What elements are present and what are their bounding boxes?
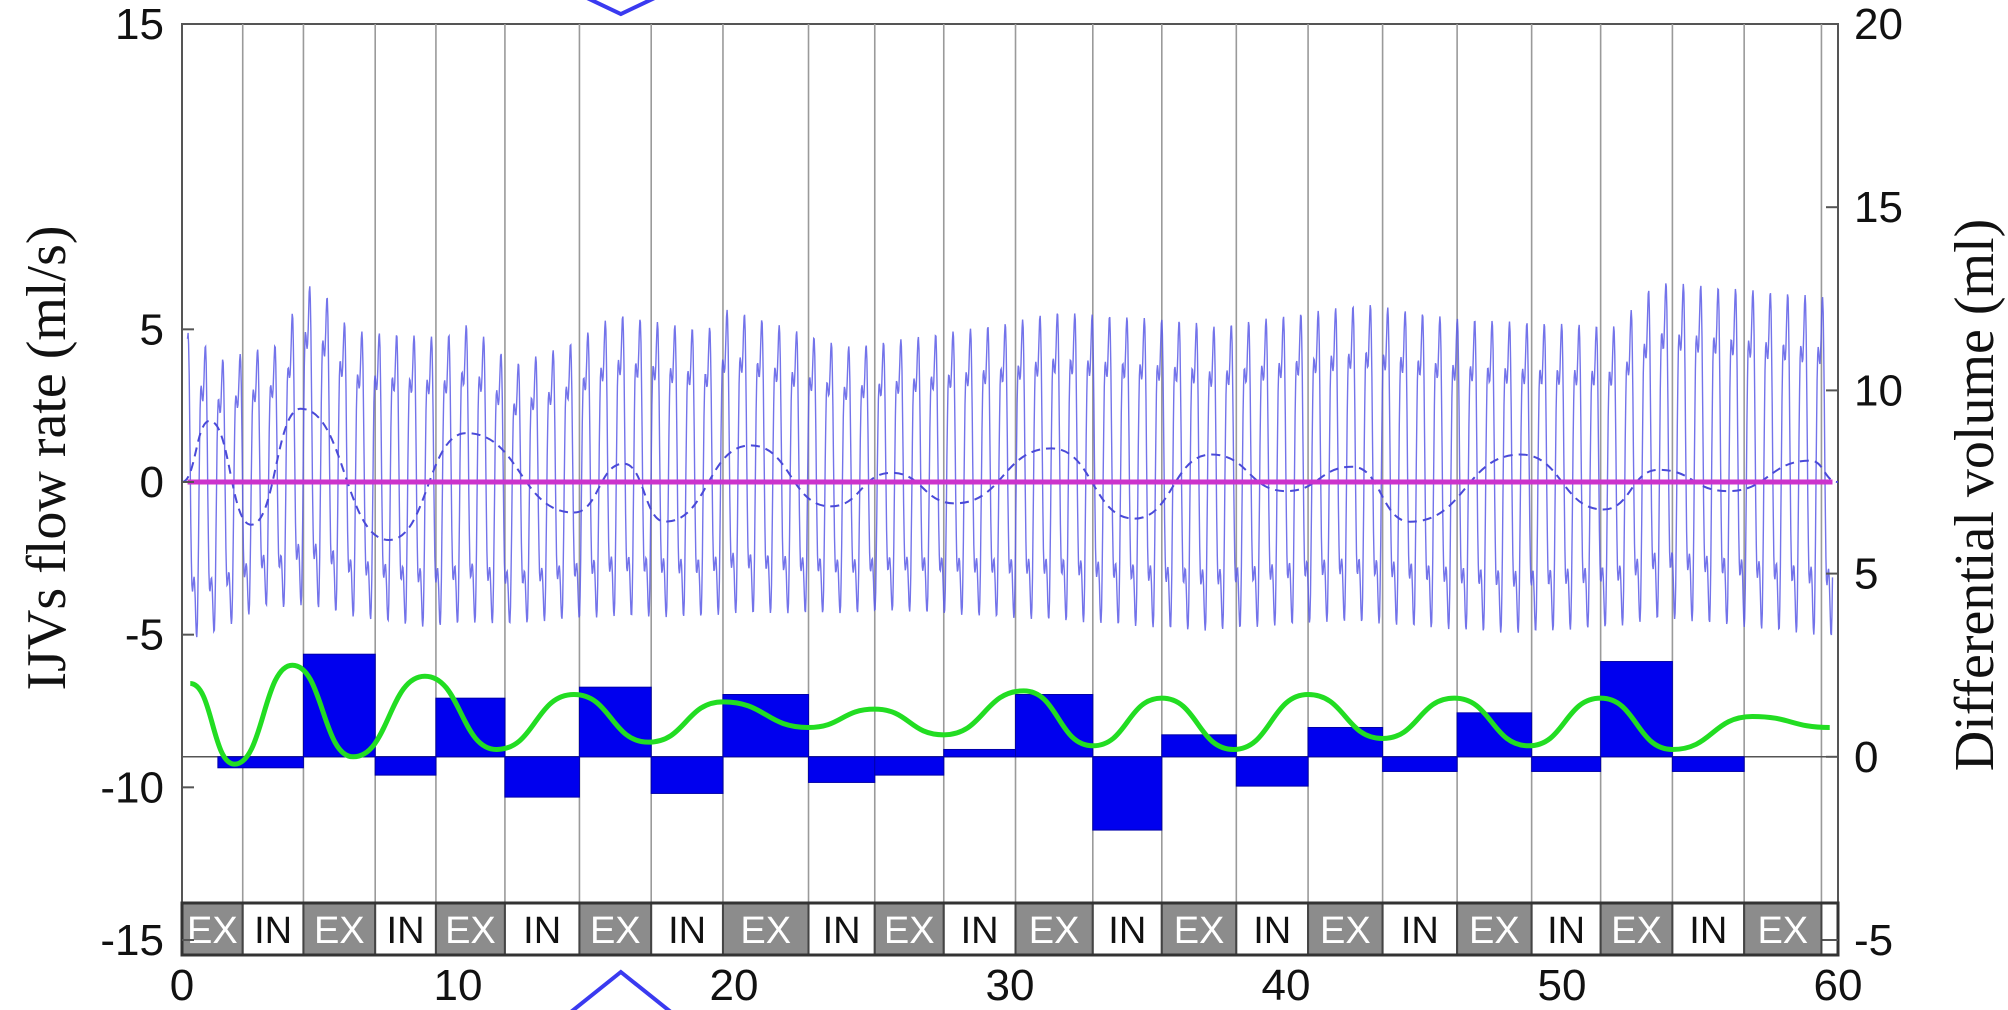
x-tick-label: 20 xyxy=(710,961,759,1010)
phase-label: IN xyxy=(1547,910,1585,952)
y-axis-title-left: IJVs flow rate (ml/s) xyxy=(16,225,78,690)
volume-bar xyxy=(1015,694,1094,758)
phase-cell-ex xyxy=(1160,902,1238,956)
flow-rate-line xyxy=(186,283,1834,638)
phase-label: IN xyxy=(1401,910,1439,952)
phase-band-frame xyxy=(180,901,1840,957)
phase-label: IN xyxy=(823,910,861,952)
phase-label: IN xyxy=(523,910,561,952)
arrow-down-icon xyxy=(586,0,656,17)
phase-label: EX xyxy=(1320,910,1371,952)
phase-cell-in xyxy=(503,902,581,956)
volume-bar xyxy=(943,748,1017,758)
phase-cell-ex xyxy=(1014,902,1094,956)
y-tick-label-right: 0 xyxy=(1854,733,1878,782)
phase-cell-in xyxy=(374,902,437,956)
respiratory-flow-dashed-line xyxy=(181,407,1839,542)
phase-label: EX xyxy=(187,910,238,952)
y-tick-label-right: 15 xyxy=(1854,183,1903,232)
y-tick-label-right: 10 xyxy=(1854,366,1903,415)
phase-cell-in xyxy=(1671,902,1746,956)
phase-label: EX xyxy=(884,910,935,952)
y-tick-label-left: -5 xyxy=(125,611,164,660)
phase-label: IN xyxy=(961,910,999,952)
phase-label: IN xyxy=(1253,910,1291,952)
x-tick-label: 30 xyxy=(986,961,1035,1010)
volume-bar xyxy=(808,756,876,783)
x-tick-label: 40 xyxy=(1262,961,1311,1010)
x-tick-label: 10 xyxy=(434,961,483,1010)
phase-label: EX xyxy=(1029,910,1080,952)
x-tick-label: 0 xyxy=(170,961,194,1010)
y-axis-title-right: Differential volume (ml) xyxy=(1944,219,2006,772)
phase-cell-in xyxy=(942,902,1017,956)
phase-label: IN xyxy=(668,910,706,952)
phase-label: IN xyxy=(1108,910,1146,952)
y-tick-label-left: 15 xyxy=(115,0,164,49)
volume-bar xyxy=(1382,756,1458,772)
volume-bar xyxy=(1531,756,1602,772)
phase-label: EX xyxy=(314,910,365,952)
y-tick-label-right: -5 xyxy=(1854,916,1893,965)
differential-volume-curve xyxy=(189,662,1830,767)
phase-label: EX xyxy=(1611,910,1662,952)
volume-bar xyxy=(217,756,304,769)
phase-cell-ex xyxy=(721,902,810,956)
volume-bar xyxy=(1235,756,1309,787)
volume-bar xyxy=(1671,756,1745,772)
y-tick-label-right: 20 xyxy=(1854,0,1903,49)
volume-bar xyxy=(504,756,580,798)
y-tick-label-left: -10 xyxy=(100,763,164,812)
y-tick-label-left: 0 xyxy=(140,458,164,507)
volume-bar xyxy=(1456,712,1533,758)
phase-cell-ex xyxy=(302,902,377,956)
phase-label: IN xyxy=(1689,910,1727,952)
phase-cell-ex xyxy=(1743,902,1823,956)
y-tick-label-left: -15 xyxy=(100,916,164,965)
phase-label: EX xyxy=(1469,910,1520,952)
phase-cell-in xyxy=(1530,902,1602,956)
phase-label: IN xyxy=(387,910,425,952)
arrow-up-icon xyxy=(570,969,672,1010)
y-tick-label-right: 5 xyxy=(1854,550,1878,599)
phase-label: EX xyxy=(1174,910,1225,952)
phase-label: EX xyxy=(1757,910,1808,952)
volume-bar xyxy=(1092,756,1163,831)
phase-label: EX xyxy=(740,910,791,952)
x-tick-label: 60 xyxy=(1814,961,1863,1010)
volume-bar xyxy=(1161,734,1237,758)
volume-bar xyxy=(874,756,945,776)
volume-bar xyxy=(374,756,437,776)
y-tick-label-left: 5 xyxy=(140,305,164,354)
phase-cell-ex xyxy=(873,902,945,956)
volume-bar xyxy=(1600,661,1673,758)
phase-cell-in xyxy=(807,902,876,956)
phase-label: IN xyxy=(254,910,292,952)
volume-bar xyxy=(1307,726,1384,758)
volume-bar xyxy=(650,756,724,794)
volume-bar xyxy=(302,653,376,758)
phase-label: EX xyxy=(590,910,641,952)
phase-label: EX xyxy=(445,910,496,952)
x-tick-label: 50 xyxy=(1538,961,1587,1010)
